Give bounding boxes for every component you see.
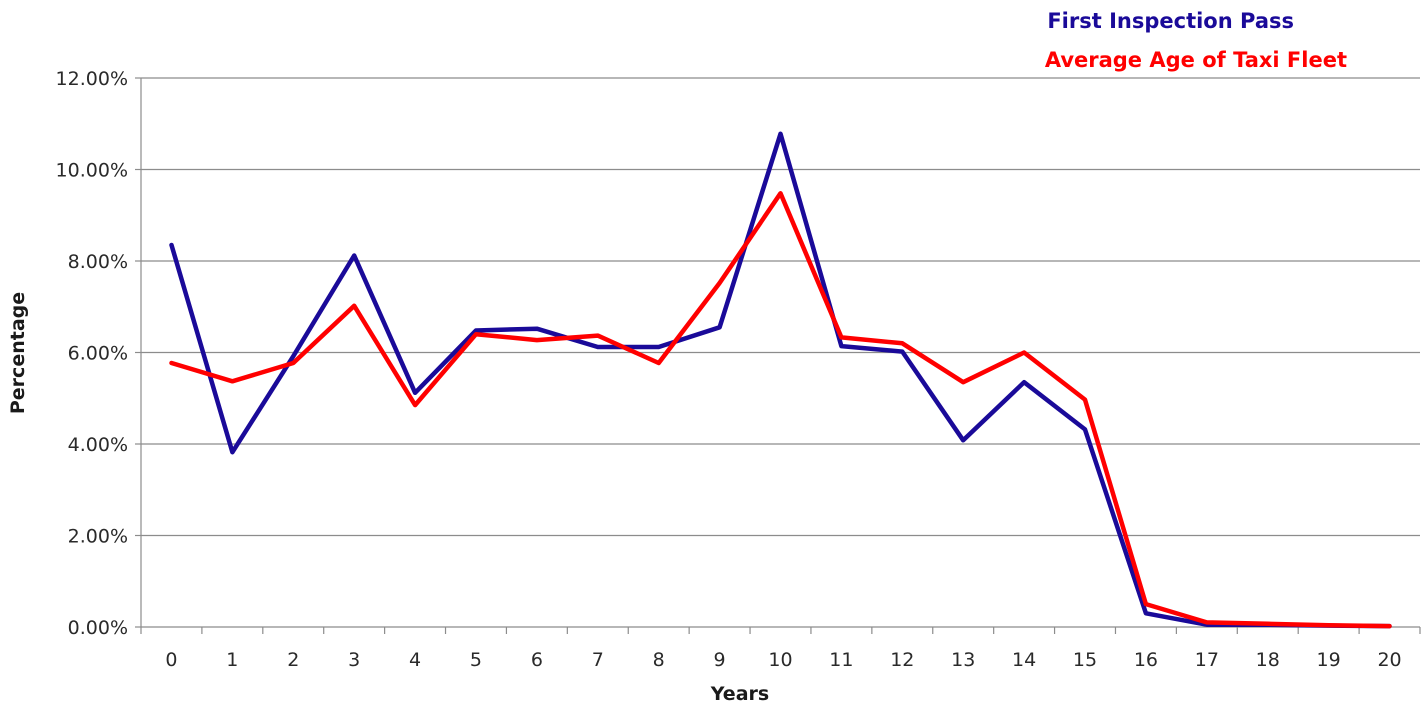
gridlines <box>141 77 1420 628</box>
x-tick-label: 11 <box>829 649 853 671</box>
x-tick-label: 6 <box>531 649 543 671</box>
x-tick-label: 20 <box>1377 649 1401 671</box>
legend: First Inspection Pass Average Age of Tax… <box>1045 9 1347 72</box>
y-tick-label: 12.00% <box>56 68 128 90</box>
x-tick-label: 2 <box>287 649 299 671</box>
x-tick-label: 13 <box>951 649 975 671</box>
x-tick-label: 5 <box>470 649 482 671</box>
x-tick-label: 16 <box>1134 649 1158 671</box>
x-tick-label: 3 <box>348 649 360 671</box>
y-tick-label: 6.00% <box>68 343 128 365</box>
x-axis-title: Years <box>710 683 769 705</box>
y-tick-label: 4.00% <box>68 434 128 456</box>
x-tick-label: 14 <box>1012 649 1036 671</box>
x-tick-label: 1 <box>226 649 238 671</box>
x-tick-label: 0 <box>165 649 177 671</box>
x-tick-label: 7 <box>592 649 604 671</box>
x-tick-label: 18 <box>1256 649 1280 671</box>
x-tick-label: 8 <box>653 649 665 671</box>
y-axis-title: Percentage <box>7 292 29 414</box>
y-tick-label: 0.00% <box>68 617 128 639</box>
x-tick-label: 10 <box>768 649 792 671</box>
x-tick-label: 17 <box>1195 649 1219 671</box>
x-tick-label: 9 <box>714 649 726 671</box>
x-axis: 0 1 2 3 4 5 6 7 8 9 10 11 12 13 14 15 16 17 18 19 20 <box>140 627 1421 671</box>
y-tick-label: 2.00% <box>68 526 128 548</box>
y-tick-label: 8.00% <box>68 251 128 273</box>
y-tick-label: 10.00% <box>56 160 128 182</box>
legend-entry-first-inspection-pass: First Inspection Pass <box>1047 9 1294 33</box>
x-tick-label: 12 <box>890 649 914 671</box>
legend-entry-average-age-of-taxi-fleet: Average Age of Taxi Fleet <box>1045 48 1347 72</box>
series-line-first-inspection-pass <box>169 131 1392 629</box>
y-axis: 0.00% 2.00% 4.00% 6.00% 8.00% 10.00% 12.00% <box>56 68 142 639</box>
x-tick-label: 4 <box>409 649 421 671</box>
series-line-average-age-of-taxi-fleet <box>169 191 1392 629</box>
series-lines <box>169 131 1392 629</box>
x-tick-label: 15 <box>1073 649 1097 671</box>
x-tick-label: 19 <box>1317 649 1341 671</box>
